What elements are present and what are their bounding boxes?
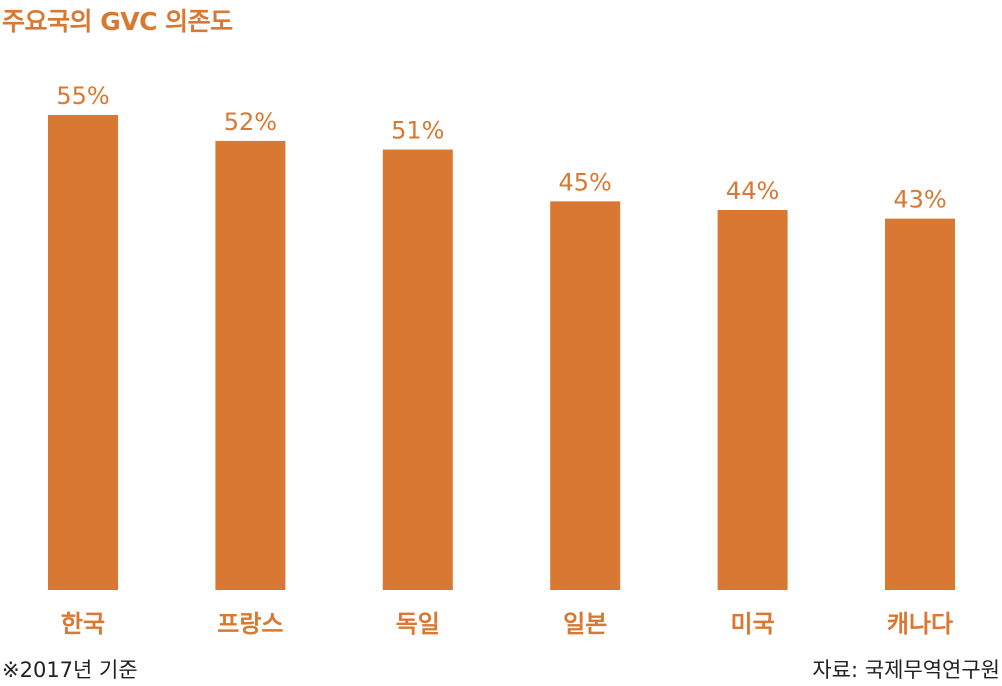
value-label-1: 52% bbox=[224, 108, 277, 136]
footnote: ※2017년 기준 bbox=[2, 658, 138, 682]
category-label-5: 캐나다 bbox=[887, 610, 953, 638]
chart-title: 주요국의 GVC 의존도 bbox=[2, 7, 233, 36]
bar-4 bbox=[717, 210, 788, 590]
value-label-3: 45% bbox=[559, 168, 612, 196]
bar-2 bbox=[382, 149, 453, 590]
value-label-4: 44% bbox=[726, 177, 779, 205]
category-label-2: 독일 bbox=[396, 610, 440, 638]
category-label-1: 프랑스 bbox=[217, 610, 283, 638]
bar-0 bbox=[48, 115, 118, 590]
bar-1 bbox=[215, 140, 286, 590]
value-label-0: 55% bbox=[56, 82, 109, 110]
category-label-4: 미국 bbox=[731, 610, 775, 638]
bar-5 bbox=[885, 218, 955, 591]
source-note: 자료: 국제무역연구원 bbox=[812, 658, 1000, 682]
category-label-0: 한국 bbox=[61, 610, 105, 638]
value-label-2: 51% bbox=[391, 117, 444, 145]
category-label-3: 일본 bbox=[563, 610, 607, 638]
bar-3 bbox=[550, 201, 621, 590]
value-label-5: 43% bbox=[893, 186, 946, 214]
